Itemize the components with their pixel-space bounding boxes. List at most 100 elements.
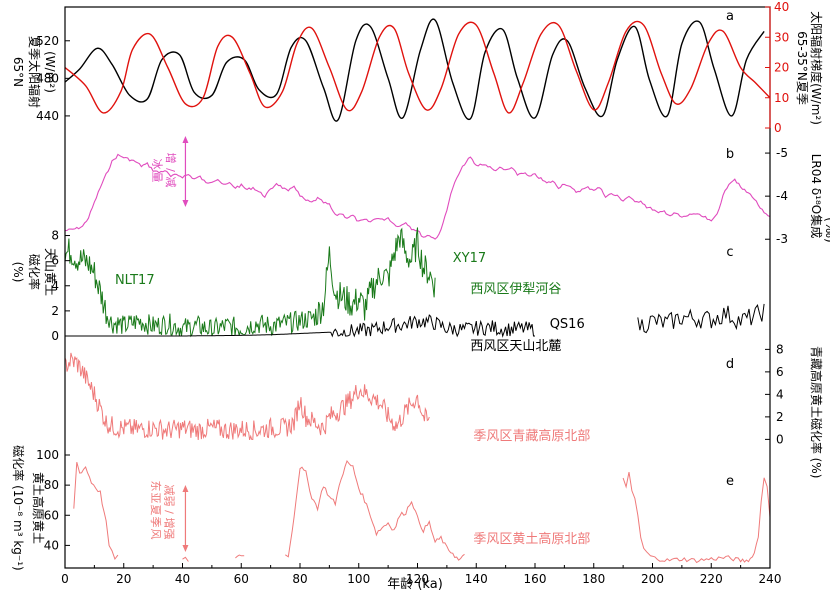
panel-a-ylabel-insolation: 夏季太阳辐射 [27,36,42,108]
svg-text:东: 东 [149,481,162,492]
panel-c-ytick-label: 6 [51,254,59,268]
panel-a-right-ylabel: 太阳辐射梯度(W/m²) [809,11,824,125]
panel-c-ylabel-3: (%) [11,262,25,283]
ice-volume-change-label: 增 / 减 [164,153,178,188]
panel-d-ytick-label: 4 [776,387,784,401]
panel-d-ytick-label: 6 [776,365,784,379]
svg-text:/: / [164,168,177,172]
svg-text:亚: 亚 [149,493,162,504]
xy17-nlt17-line [64,227,436,338]
panel-c-ytick-label: 4 [51,279,59,293]
svg-text:弱: 弱 [162,496,175,507]
svg-text:量: 量 [151,172,164,183]
tibet-loess-line [64,352,430,441]
panel-b-ytick-label: -3 [776,232,788,246]
panel-d-ytick-label: 2 [776,410,784,424]
x-tick-label: 0 [61,572,69,586]
x-tick-label: 120 [406,572,429,586]
panel-c-ytick-label: 0 [51,329,59,343]
panel-letter-c: c [726,245,733,260]
x-tick-label: 80 [292,572,307,586]
insolation-gradient-line [64,20,771,114]
panel-c-ytick-label: 8 [51,229,59,243]
panel-e-ylabel-1: 磁化率 (10⁻⁸ m³ kg⁻¹) [11,445,26,570]
ice-volume-arrow-head-down [182,200,189,207]
panel-b-ytick-label: -5 [776,146,788,160]
panel-e-ytick-label: 40 [44,538,59,552]
x-tick-label: 20 [116,572,131,586]
svg-text:减: 减 [164,177,177,188]
svg-text:减: 减 [162,485,175,496]
monsoon-arrow-head-up [182,485,189,492]
x-tick-label: 100 [347,572,370,586]
panel-e-ytick-label: 60 [44,508,59,522]
panel-e-ytick-label: 80 [44,478,59,492]
lr04-line [64,153,771,240]
x-tick-label: 200 [641,572,664,586]
ice-volume-label: 冰量 [151,159,164,183]
panel-d-ytick-label: 0 [776,432,784,446]
x-tick-label: 240 [759,572,782,586]
x-tick-label: 180 [582,572,605,586]
panel-c-ytick-label: 2 [51,304,59,318]
panel-a-ytick-label: 520 [36,34,59,48]
x-tick-label: 220 [700,572,723,586]
panel-e-ytick-label: 100 [36,448,59,462]
panel-letter-b: b [726,147,734,162]
clp-loess-line-0 [73,461,119,561]
panel-c-ylabel-1: 天山黄土 [43,248,57,296]
panel-b-ylabel: LR04 δ¹⁸O集成 [809,154,824,239]
panel-a-ylabel-65n: 65°N [11,57,25,87]
panel-b-ytick-label: -4 [776,189,788,203]
x-axis-label: 年龄 (ka) [387,577,443,592]
panel-b-ylabel-unit: (‰) [823,217,830,242]
x-tick-label: 140 [465,572,488,586]
panel-a-right-ytick-label: 10 [774,91,789,105]
xy17-label: XY17 [453,251,486,266]
panel-e-ylabel-2: 黄土高原黄土 [31,472,46,544]
panel-a-right-ytick-label: 0 [774,121,782,135]
clp-region-label: 季风区黄土高原北部 [473,531,590,547]
x-tick-label: 60 [234,572,249,586]
svg-text:增: 增 [164,153,178,164]
svg-text:夏: 夏 [149,505,162,516]
svg-text:冰: 冰 [151,159,164,170]
clp-loess-line-4 [622,472,771,564]
panel-d-ylabel-unit: (%) [809,458,823,479]
panel-a-right-ytick-label: 30 [774,30,789,44]
nlt17-label: NLT17 [115,273,155,288]
clp-loess-line-3 [285,459,465,561]
panel-a-right-ylabel-2: 65-35°N夏季 [795,31,809,105]
x-tick-label: 40 [175,572,190,586]
insolation-65n-line [64,18,765,122]
svg-text:季: 季 [149,517,162,528]
qs16-label: QS16 [550,317,585,332]
ice-volume-arrow-head-up [182,136,189,143]
panel-c-ylabel-2: 磁化率 [27,254,42,290]
monsoon-arrow-head-down [182,545,189,552]
clp-loess-line-2 [235,554,245,559]
svg-text:增: 增 [162,518,176,529]
svg-text:风: 风 [149,529,162,540]
panel-letter-d: d [726,357,734,372]
panel-a-right-ytick-label: 20 [774,61,789,75]
panel-a-ytick-label: 440 [36,109,59,123]
qs16-line-2 [637,303,765,334]
panel-a-ytick-label: 480 [36,71,59,85]
x-tick-label: 160 [524,572,547,586]
clp-loess-line-1 [182,556,189,562]
monsoon-change-label: 减弱 / 增强 [162,485,176,540]
panel-d-ytick-label: 8 [776,342,784,356]
tibet-region-label: 季风区青藏高原北部 [473,428,590,444]
xy17-region-label: 西风区伊犁河谷 [470,282,561,297]
panel-letter-e: e [726,474,734,489]
panel-a-ylabel-unit: (W/m²) [43,51,57,93]
panel-a-right-ytick-label: 40 [774,0,789,14]
panel-d-ylabel: 青藏高原黄土磁化率 [809,346,824,454]
qs16-region-label: 西风区天山北麓 [470,339,561,354]
svg-text:强: 强 [162,529,175,540]
panel-letter-a: a [726,9,734,24]
svg-text:/: / [162,510,175,514]
